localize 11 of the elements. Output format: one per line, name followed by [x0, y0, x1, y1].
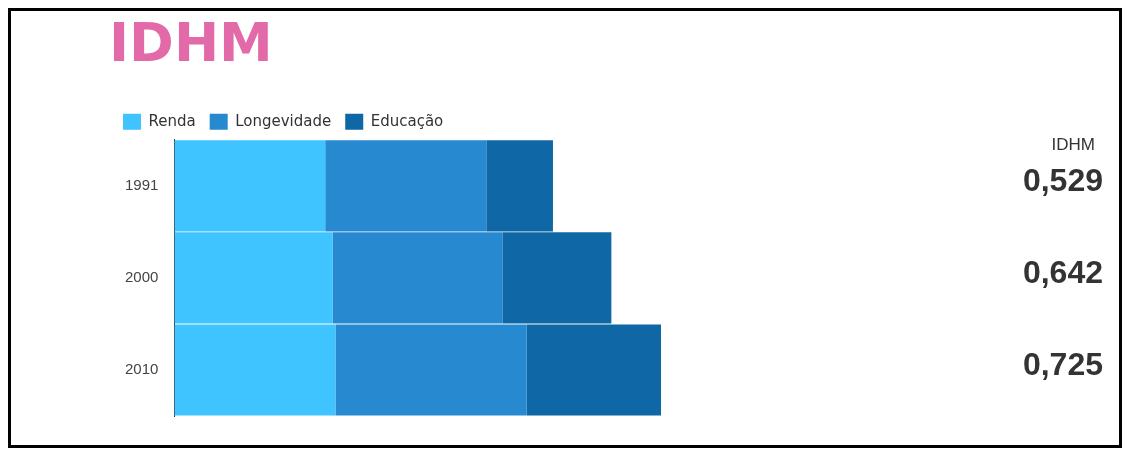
- legend-label: Educação: [370, 111, 444, 130]
- legend-label: Longevidade: [235, 111, 332, 130]
- legend-label: Renda: [148, 111, 196, 130]
- chart-title: IDHM: [109, 11, 273, 75]
- text: 0,725: [1022, 345, 1103, 382]
- text: IDHM: [1051, 134, 1095, 154]
- y-tick-label: 1991: [124, 175, 159, 193]
- y-tick-label: 2010: [124, 360, 159, 378]
- text: 0,529: [1022, 161, 1103, 198]
- y-tick-label: 2000: [124, 268, 159, 286]
- text: 0,642: [1022, 253, 1103, 290]
